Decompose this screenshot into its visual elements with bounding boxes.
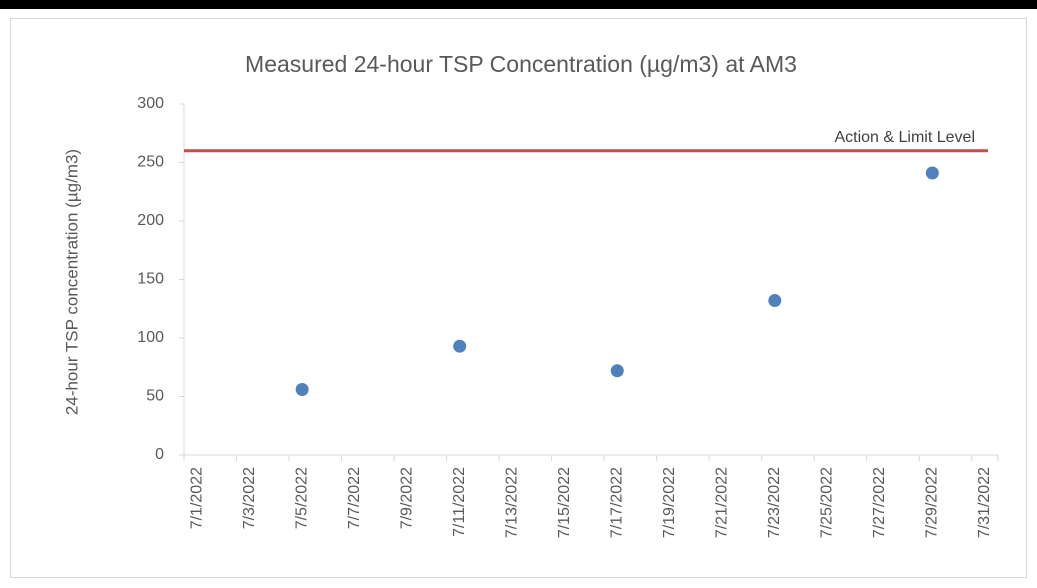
chart-title: Measured 24-hour TSP Concentration (µg/m… <box>245 51 797 77</box>
x-tick-label: 7/1/2022 <box>188 467 205 529</box>
x-tick-label: 7/31/2022 <box>976 467 993 538</box>
y-tick-label: 50 <box>146 388 164 405</box>
x-tick-label: 7/3/2022 <box>241 467 258 529</box>
data-point <box>925 166 939 180</box>
y-axis-label: 24-hour TSP concentration (µg/m3) <box>62 149 81 415</box>
x-tick-label: 7/9/2022 <box>398 467 415 529</box>
x-tick-label: 7/25/2022 <box>819 467 836 538</box>
y-tick-label: 150 <box>137 271 164 288</box>
y-tick-label: 250 <box>137 154 164 171</box>
x-tick-label: 7/23/2022 <box>766 467 783 538</box>
x-tick-label: 7/11/2022 <box>451 467 468 537</box>
x-tick-label: 7/21/2022 <box>714 467 731 538</box>
data-point <box>295 382 309 396</box>
x-tick-label: 7/15/2022 <box>556 467 573 538</box>
x-tick-label: 7/19/2022 <box>661 467 678 538</box>
threshold-label: Action & Limit Level <box>834 129 975 146</box>
x-tick-label: 7/17/2022 <box>608 467 625 538</box>
chart-border <box>10 18 1027 578</box>
y-tick-label: 300 <box>137 95 164 112</box>
x-tick-label: 7/5/2022 <box>293 467 310 529</box>
x-tick-label: 7/13/2022 <box>503 467 520 538</box>
x-tick-label: 7/7/2022 <box>346 467 363 529</box>
data-point <box>768 294 782 308</box>
top-rule <box>0 0 1037 9</box>
y-tick-label: 0 <box>155 446 164 463</box>
data-point <box>453 339 467 353</box>
y-tick-label: 200 <box>137 212 164 229</box>
x-tick-label: 7/27/2022 <box>871 467 888 538</box>
data-point <box>610 364 624 378</box>
x-tick-label: 7/29/2022 <box>924 467 941 538</box>
y-tick-label: 100 <box>137 329 164 346</box>
